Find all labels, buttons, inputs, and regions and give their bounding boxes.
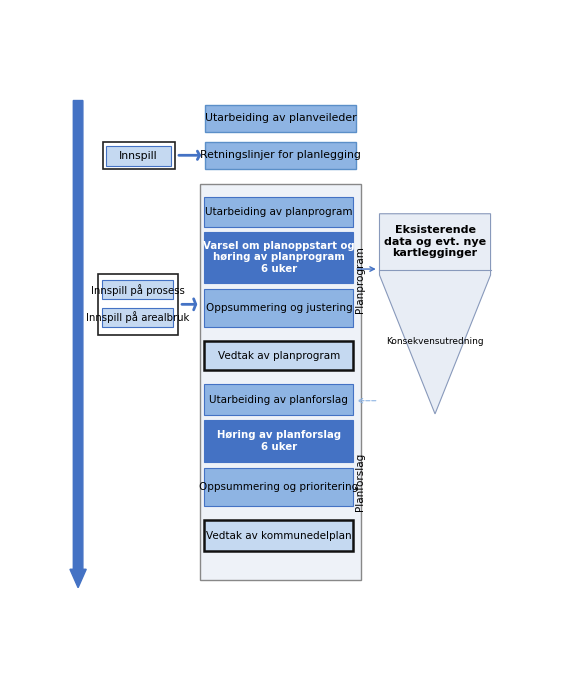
Text: Planprogram: Planprogram [355, 246, 365, 313]
FancyBboxPatch shape [205, 232, 353, 283]
FancyBboxPatch shape [205, 289, 353, 327]
FancyBboxPatch shape [205, 420, 353, 462]
FancyBboxPatch shape [102, 280, 174, 299]
Text: Utarbeiding av planforslag: Utarbeiding av planforslag [210, 395, 348, 405]
FancyBboxPatch shape [205, 142, 356, 169]
FancyBboxPatch shape [205, 468, 353, 505]
Text: Planforslag: Planforslag [355, 453, 365, 512]
FancyBboxPatch shape [98, 274, 178, 335]
FancyBboxPatch shape [205, 521, 353, 551]
FancyBboxPatch shape [205, 105, 356, 132]
Text: Vedtak av planprogram: Vedtak av planprogram [217, 351, 340, 360]
FancyBboxPatch shape [205, 384, 353, 415]
Text: Innspill på prosess: Innspill på prosess [90, 284, 184, 295]
FancyArrow shape [70, 101, 86, 588]
FancyBboxPatch shape [102, 308, 174, 327]
Polygon shape [379, 213, 491, 414]
Text: Eksisterende
data og evt. nye
kartlegginger: Eksisterende data og evt. nye kartleggin… [384, 225, 486, 259]
Text: Innspill på arealbruk: Innspill på arealbruk [86, 311, 189, 324]
Text: Varsel om planoppstart og
høring av planprogram
6 uker: Varsel om planoppstart og høring av plan… [203, 241, 355, 274]
Text: Utarbeiding av planprogram: Utarbeiding av planprogram [205, 207, 352, 217]
Text: Høring av planforslag
6 uker: Høring av planforslag 6 uker [217, 430, 341, 452]
FancyBboxPatch shape [106, 146, 171, 166]
FancyBboxPatch shape [103, 142, 175, 169]
FancyBboxPatch shape [205, 197, 353, 228]
Text: Innspill: Innspill [119, 150, 158, 161]
Text: Oppsummering og prioritering: Oppsummering og prioritering [200, 482, 359, 492]
Text: Konsekvensutredning: Konsekvensutredning [386, 337, 484, 346]
Text: Retningslinjer for planlegging: Retningslinjer for planlegging [200, 150, 361, 160]
Text: Utarbeiding av planveileder: Utarbeiding av planveileder [205, 114, 356, 123]
FancyBboxPatch shape [205, 341, 353, 370]
Text: Oppsummering og justering: Oppsummering og justering [206, 303, 352, 313]
Text: Vedtak av kommunedelplan: Vedtak av kommunedelplan [206, 531, 352, 540]
FancyBboxPatch shape [200, 184, 361, 580]
